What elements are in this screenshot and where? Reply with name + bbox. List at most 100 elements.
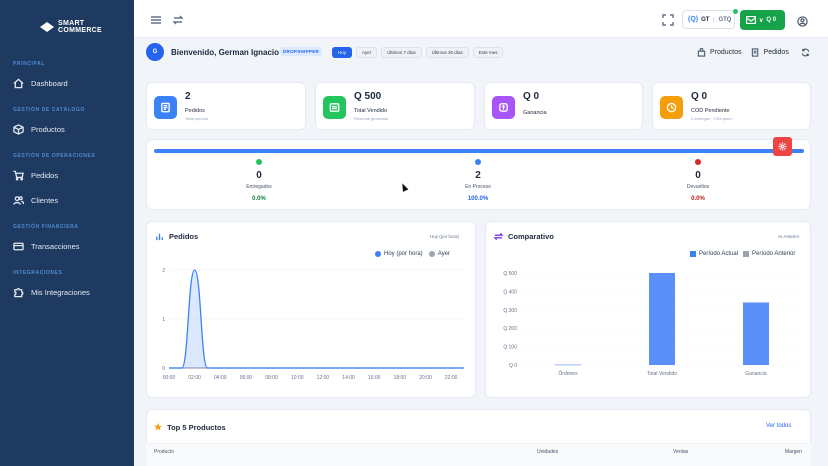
kpi-card-ganancia[interactable]: Q 0 Ganancia [484,82,643,130]
x-tick-label: 12:00 [317,375,330,381]
currency-selector[interactable]: (Q) GT GTQ [682,10,735,29]
gear-icon [778,142,787,151]
filter-30-dias[interactable]: Últimos 30 días [425,47,469,58]
x-tick-label: 04:00 [214,375,227,381]
y-tick-label: Q 100 [503,345,517,351]
compare-bar-chart: Q 0 Q 100 Q 200 Q 300 Q 400 Q 500 Órdenes Total… [503,271,803,377]
wallet-button[interactable]: ∨ Q 0 [740,10,785,30]
bag-icon [697,48,706,57]
puzzle-icon [14,288,24,298]
status-count: 0 [256,170,262,181]
kpi-sub: Revenue generado [354,116,389,121]
status-count: 2 [475,170,481,181]
status-en-proceso: 2 En Proceso 100.0% [438,159,518,202]
brand-logo[interactable]: SMART COMMERCE [40,20,102,34]
y-tick-label: Q 400 [503,289,517,295]
quick-links: Productos Pedidos [697,48,810,57]
legend-swatch [743,251,750,257]
status-percent: 100.0% [467,196,489,202]
progress-bar [154,149,804,153]
cart-icon [13,170,24,181]
section-integraciones: INTEGRACIONES [13,270,63,276]
legend-swatch [690,251,696,257]
sidebar-item-label: Clientes [31,196,59,205]
sidebar-item-dashboard[interactable]: Dashboard [13,78,68,89]
fullscreen-button[interactable] [662,13,674,26]
currency-icon: (Q) [688,16,699,23]
status-label: En Proceso [465,184,491,190]
filter-7-dias[interactable]: Últimos 7 días [381,47,422,58]
refresh-icon[interactable] [801,48,810,57]
orders-icon [154,96,177,119]
topbar [134,0,828,38]
legend-swatch [375,251,381,257]
money-icon [323,96,346,119]
swap-arrows-icon [494,232,503,241]
role-badge: DROPSHIPPER [280,47,323,56]
kpi-card-cod-pendiente[interactable]: Q 0 COD Pendiente 0 entregas · 0 Bs prom… [652,82,811,130]
wallet-balance: Q 0 [766,17,777,23]
menu-toggle-button[interactable] [150,13,162,25]
sidebar-item-transacciones[interactable]: Transacciones [13,241,80,252]
currency-code: GTQ [718,16,732,23]
kpi-card-total-vendido[interactable]: Q 500 Total Vendido Revenue generado [315,82,475,130]
settings-button[interactable] [773,137,792,156]
orders-chart-mode: Hoy (por hora) [430,234,460,239]
kpi-value: Q 0 [691,91,708,102]
sidebar-item-label: Mis Integraciones [31,288,90,297]
status-dot [256,159,262,165]
x-tick-label: 10:00 [291,375,304,381]
filter-ayer[interactable]: Ayer [356,47,378,58]
compare-chart-legend: Período Actual Período Anterior [690,251,795,257]
legend-label[interactable]: Ayer [437,251,450,257]
chevron-down-icon: ∨ [759,17,764,24]
legend-label[interactable]: Período Anterior [752,251,796,257]
sidebar-item-integraciones[interactable]: Mis Integraciones [13,287,90,298]
status-percent: 0.0% [691,196,705,202]
y-tick-label: 2 [162,268,165,274]
sidebar-item-clientes[interactable]: Clientes [13,195,58,206]
sidebar-item-label: Productos [31,125,65,134]
sidebar-item-productos[interactable]: Productos [13,124,65,135]
x-tick-label: 20:00 [419,375,432,381]
y-tick-label: Q 0 [509,363,517,369]
currency-country: GT [701,16,715,23]
view-all-link[interactable]: Ver todos [766,423,792,429]
filter-hoy[interactable]: Hoy [332,47,353,58]
legend-label[interactable]: Hoy (por hora) [384,251,423,257]
section-financiera: GESTIÓN FINANCIERA [13,224,79,230]
swap-button[interactable] [172,13,184,25]
orders-area-chart: 0 1 2 00:00 02:00 04:00 06:00 08:00 10:00 12:00 14… [162,268,464,381]
bar-período-actual [555,364,581,366]
column-header-producto: Producto [154,449,175,455]
card-icon [13,242,24,251]
sidebar-item-pedidos[interactable]: Pedidos [13,170,58,181]
box-icon [13,124,24,135]
legend-label[interactable]: Período Actual [699,251,739,257]
column-header-ventas: Ventas [673,449,689,455]
x-tick-label: 06:00 [240,375,253,381]
filter-este-mes[interactable]: Este mes [472,47,504,58]
section-catalogo: GESTIÓN DE CATÁLOGO [13,107,85,113]
avatar[interactable]: G [146,43,164,61]
link-productos[interactable]: Productos [710,49,742,56]
users-icon [13,196,24,205]
link-pedidos[interactable]: Pedidos [763,49,789,56]
user-menu-button[interactable] [797,14,808,27]
section-principal: PRINCIPAL [13,61,45,67]
chart-title-text: Top 5 Productos [167,423,226,432]
orders-chart-legend: Hoy (por hora) Ayer [375,251,450,257]
kpi-label: Ganancia [523,110,547,116]
status-label: Devueltos [686,184,710,190]
logo-mark-icon [40,22,54,32]
kpi-card-pedidos[interactable]: 2 Pedidos Total período [146,82,306,130]
x-tick-label: 14:00 [342,375,355,381]
x-tick-label: 02:00 [188,375,201,381]
status-entregados: 0 Entregados 0.0% [219,159,299,202]
series-area [169,270,464,368]
y-tick-label: Q 300 [503,308,517,314]
status-dot [475,159,481,165]
kpi-sub: Total período [185,116,209,121]
orders-chart-title: Pedidos [155,232,198,241]
legend-swatch [428,251,435,257]
